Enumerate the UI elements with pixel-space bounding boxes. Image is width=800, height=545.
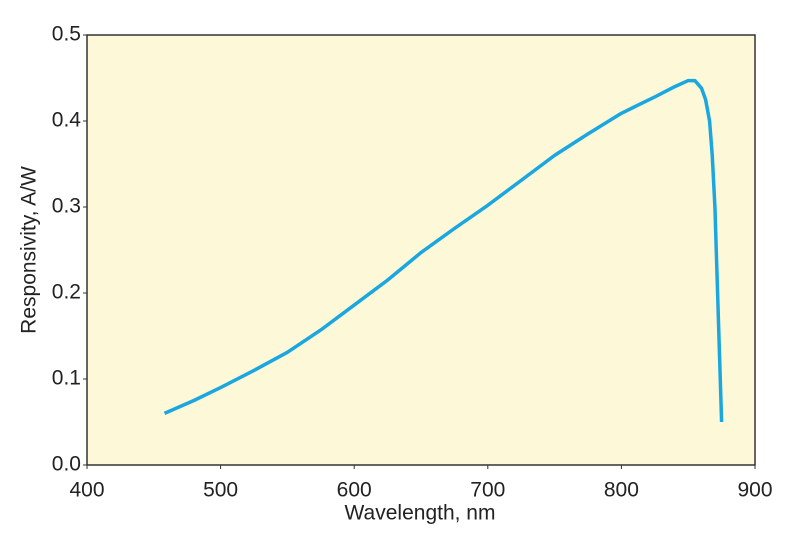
y-tick-label: 0.5 xyxy=(52,23,81,46)
y-tick-label: 0.2 xyxy=(52,281,81,304)
data-line xyxy=(163,78,724,423)
x-tick-label: 800 xyxy=(604,479,639,502)
x-tick-label: 400 xyxy=(69,479,104,502)
y-tick-label: 0.3 xyxy=(52,195,81,218)
x-axis-label: Wavelength, nm xyxy=(345,502,496,525)
y-axis-label: Responsivity, A/W xyxy=(18,166,41,334)
y-tick-label: 0.4 xyxy=(52,109,82,132)
y-tick-label: 0.1 xyxy=(52,367,81,390)
x-tick-label: 500 xyxy=(203,479,238,502)
y-tick-label: 0.0 xyxy=(52,453,81,476)
x-tick-label: 600 xyxy=(337,479,372,502)
plot-area xyxy=(86,34,756,466)
x-tick-label: 700 xyxy=(470,479,505,502)
x-tick-label: 900 xyxy=(737,479,772,502)
